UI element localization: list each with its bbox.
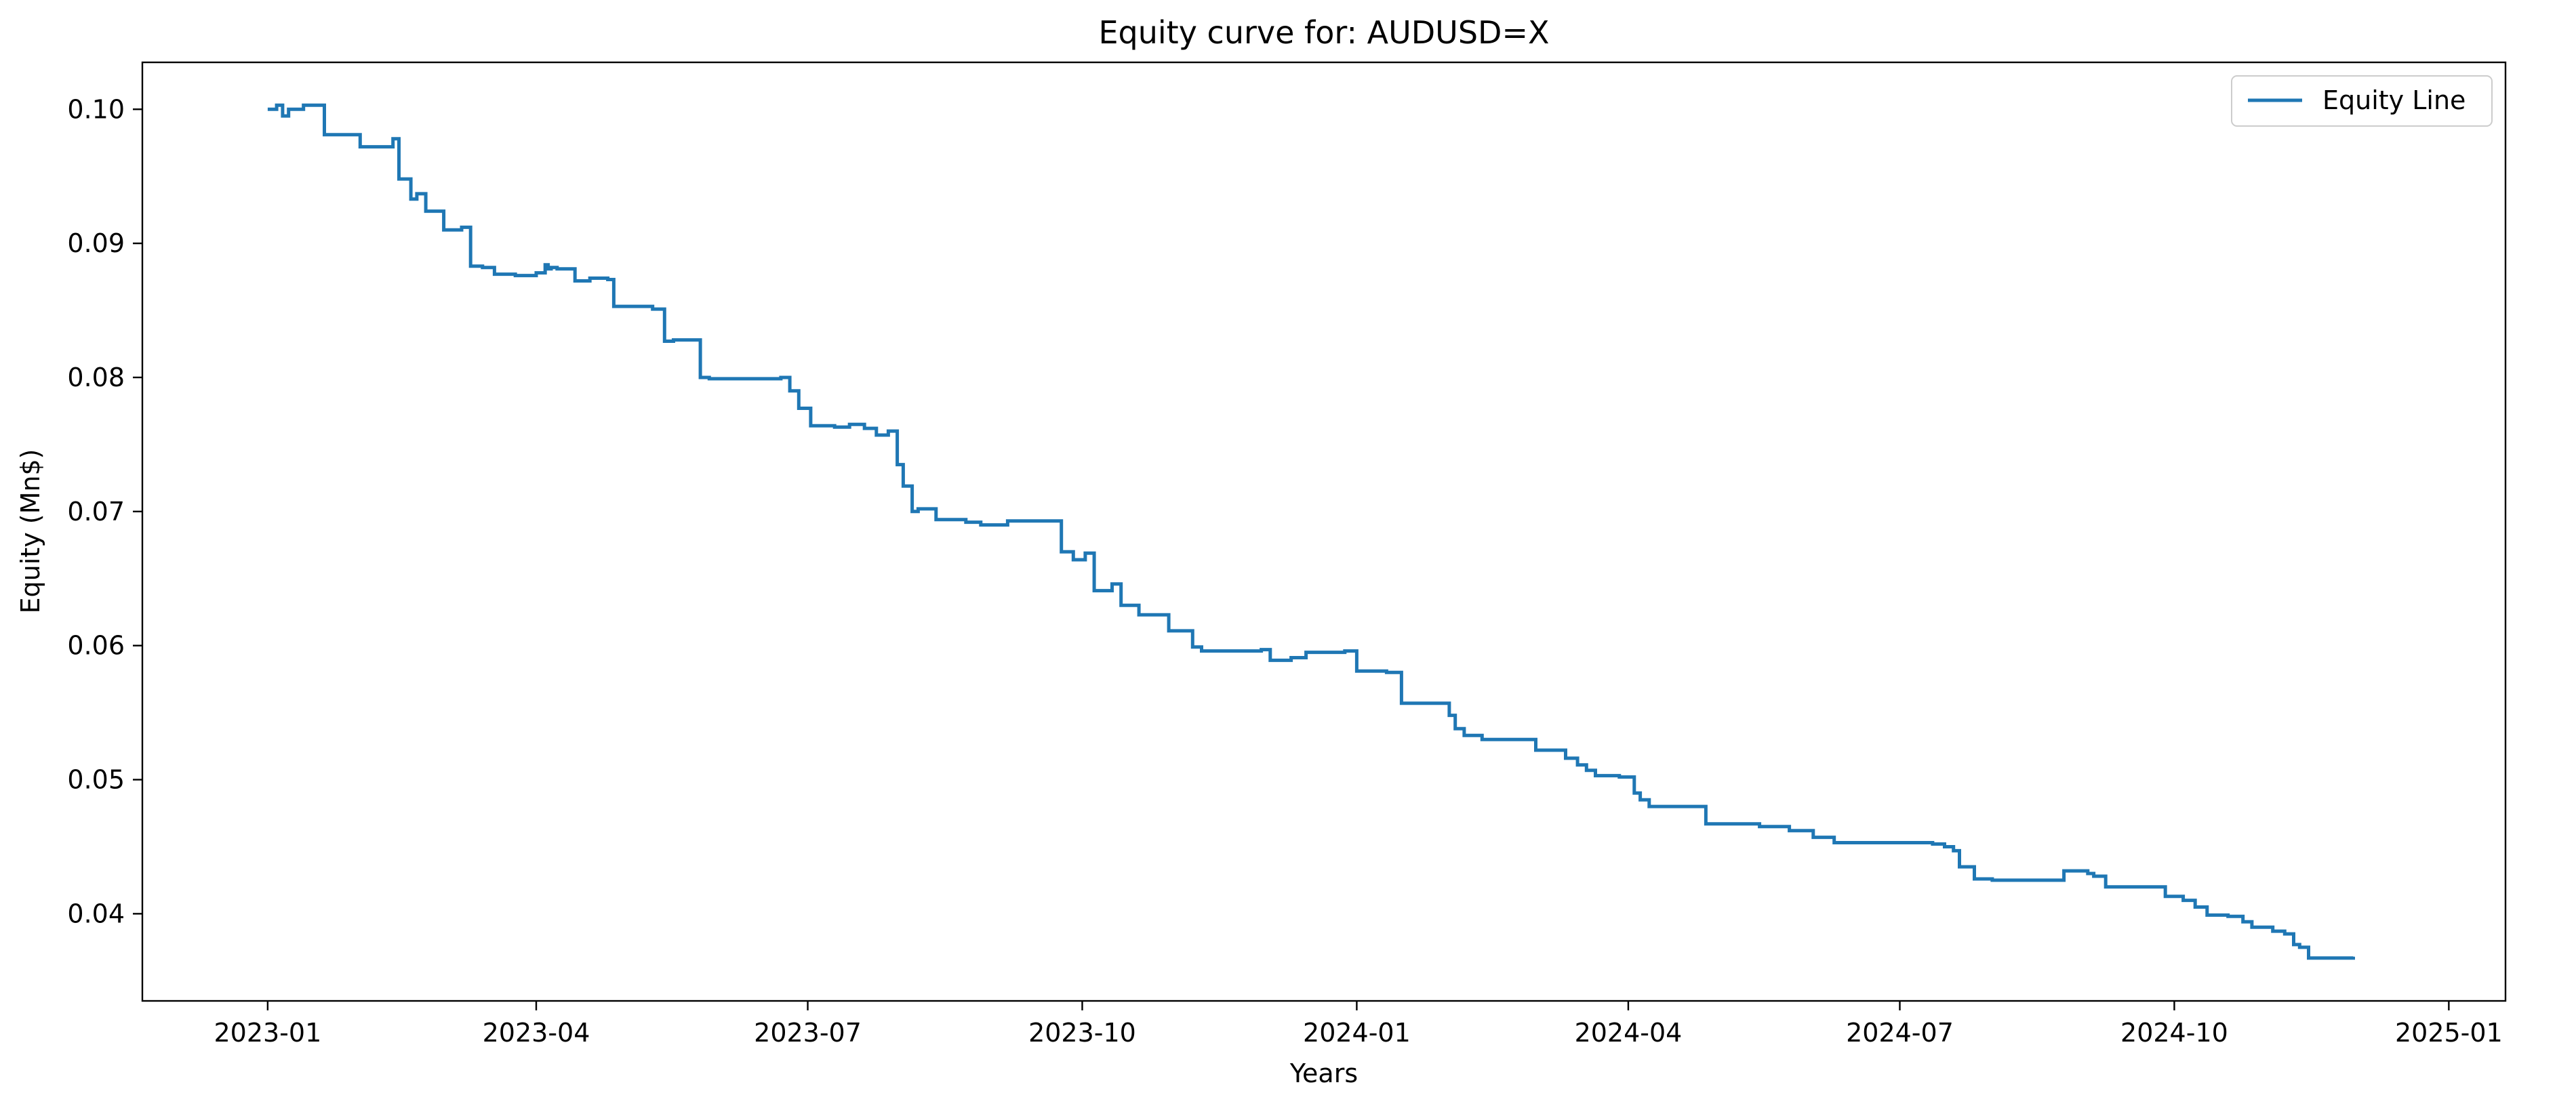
y-axis: 0.04 0.05 0.06 0.07 0.08 0.09 0.10 [67, 94, 142, 928]
x-axis-label: Years [1289, 1058, 1358, 1088]
plot-frame [141, 61, 2507, 1002]
y-tick-label: 0.09 [67, 228, 125, 258]
legend: Equity Line [2231, 75, 2493, 127]
y-tick-label: 0.10 [67, 94, 125, 124]
x-tick-label: 2024-10 [2120, 1018, 2228, 1048]
chart-title: Equity curve for: AUDUSD=X [1098, 14, 1549, 51]
y-axis-label: Equity (Mn$) [16, 449, 45, 614]
x-tick-label: 2023-01 [214, 1018, 321, 1048]
y-tick-label: 0.07 [67, 497, 125, 527]
y-tick-label: 0.08 [67, 363, 125, 392]
legend-label: Equity Line [2322, 85, 2466, 115]
series-layer [267, 103, 2355, 960]
y-tick-label: 0.06 [67, 631, 125, 661]
x-tick-label: 2025-01 [2395, 1018, 2503, 1048]
y-tick-label: 0.05 [67, 765, 125, 795]
x-tick-label: 2024-04 [1575, 1018, 1683, 1048]
legend-box [2231, 75, 2493, 127]
x-tick-label: 2024-01 [1303, 1018, 1411, 1048]
x-tick-label: 2023-04 [483, 1018, 590, 1048]
y-tick-label: 0.04 [67, 899, 125, 928]
x-tick-label: 2023-10 [1028, 1018, 1136, 1048]
x-axis: 2023-01 2023-04 2023-07 2023-10 2024-01 2024-… [214, 1001, 2503, 1048]
x-tick-label: 2023-07 [754, 1018, 862, 1048]
plot-area: 2023-01 2023-04 2023-07 2023-10 2024-01 2024-… [67, 61, 2507, 1048]
x-tick-label: 2024-07 [1846, 1018, 1954, 1048]
series-line-0 [267, 103, 2355, 960]
